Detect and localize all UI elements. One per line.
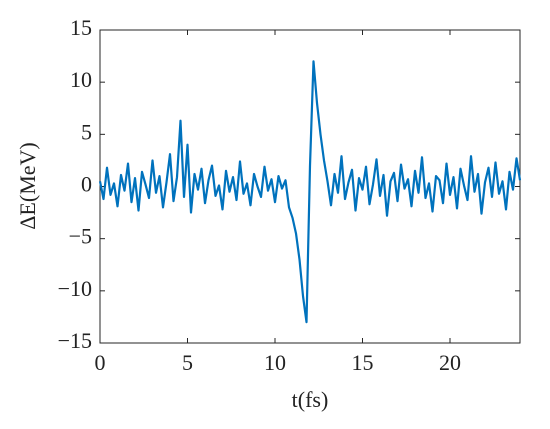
x-tick-label: 15 xyxy=(352,350,374,375)
data-line xyxy=(98,60,522,324)
y-tick-label: 5 xyxy=(81,119,92,144)
x-tick-label: 5 xyxy=(182,350,193,375)
y-tick-label: −5 xyxy=(69,224,92,249)
x-tick-label: 20 xyxy=(439,350,461,375)
x-axis-label: t(fs) xyxy=(292,387,329,412)
x-tick-label: 0 xyxy=(95,350,106,375)
y-tick-label: 10 xyxy=(70,67,92,92)
y-axis-label: ΔE(MeV) xyxy=(15,142,40,229)
y-tick-label: −15 xyxy=(58,328,92,353)
y-tick-label: −10 xyxy=(58,276,92,301)
y-tick-label: 0 xyxy=(81,172,92,197)
x-tick-label: 10 xyxy=(264,350,286,375)
y-tick-label: 15 xyxy=(70,15,92,40)
